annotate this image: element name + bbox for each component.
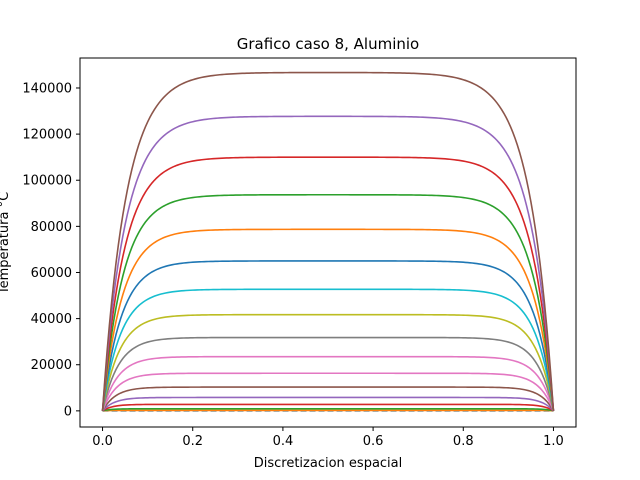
y-tick-label: 20000 — [31, 358, 72, 373]
x-axis-ticks: 0.0 0.2 0.4 0.6 0.8 1.0 — [92, 427, 564, 449]
x-tick-label: 1.0 — [543, 434, 564, 449]
x-tick-label: 0.8 — [453, 434, 474, 449]
y-tick-label: 0 — [64, 404, 72, 419]
series-line-17 — [101, 71, 555, 411]
y-tick-label: 40000 — [31, 312, 72, 327]
series-line-11 — [101, 288, 555, 411]
y-tick-label: 80000 — [31, 220, 72, 235]
y-tick-label: 140000 — [22, 81, 72, 96]
x-tick-label: 0.2 — [182, 434, 203, 449]
y-axis-label: Temperatura °C — [0, 192, 12, 295]
series-line-6 — [101, 386, 555, 412]
series-line-9 — [101, 336, 555, 412]
x-tick-label: 0.4 — [273, 434, 294, 449]
series-line-14 — [101, 193, 555, 411]
x-axis-label: Discretizacion espacial — [254, 456, 403, 471]
y-tick-label: 100000 — [22, 174, 72, 189]
series-line-5 — [101, 396, 555, 412]
series-line-12 — [101, 260, 555, 411]
y-axis-ticks: 0 20000 40000 60000 80000 100000 120000 140000 — [22, 81, 80, 419]
chart-title: Grafico caso 8, Aluminio — [237, 35, 419, 53]
series-line-15 — [101, 156, 555, 411]
x-tick-label: 0.0 — [92, 434, 113, 449]
y-tick-label: 120000 — [22, 128, 72, 143]
y-tick-label: 60000 — [31, 266, 72, 281]
series-lines — [101, 71, 555, 412]
series-line-10 — [101, 313, 555, 412]
series-line-13 — [101, 228, 555, 411]
series-line-8 — [101, 355, 555, 412]
series-line-16 — [101, 115, 555, 411]
series-line-4 — [102, 403, 554, 412]
x-tick-label: 0.6 — [363, 434, 384, 449]
series-line-3 — [102, 407, 554, 412]
plot-frame — [79, 57, 577, 428]
series-line-7 — [101, 372, 555, 412]
